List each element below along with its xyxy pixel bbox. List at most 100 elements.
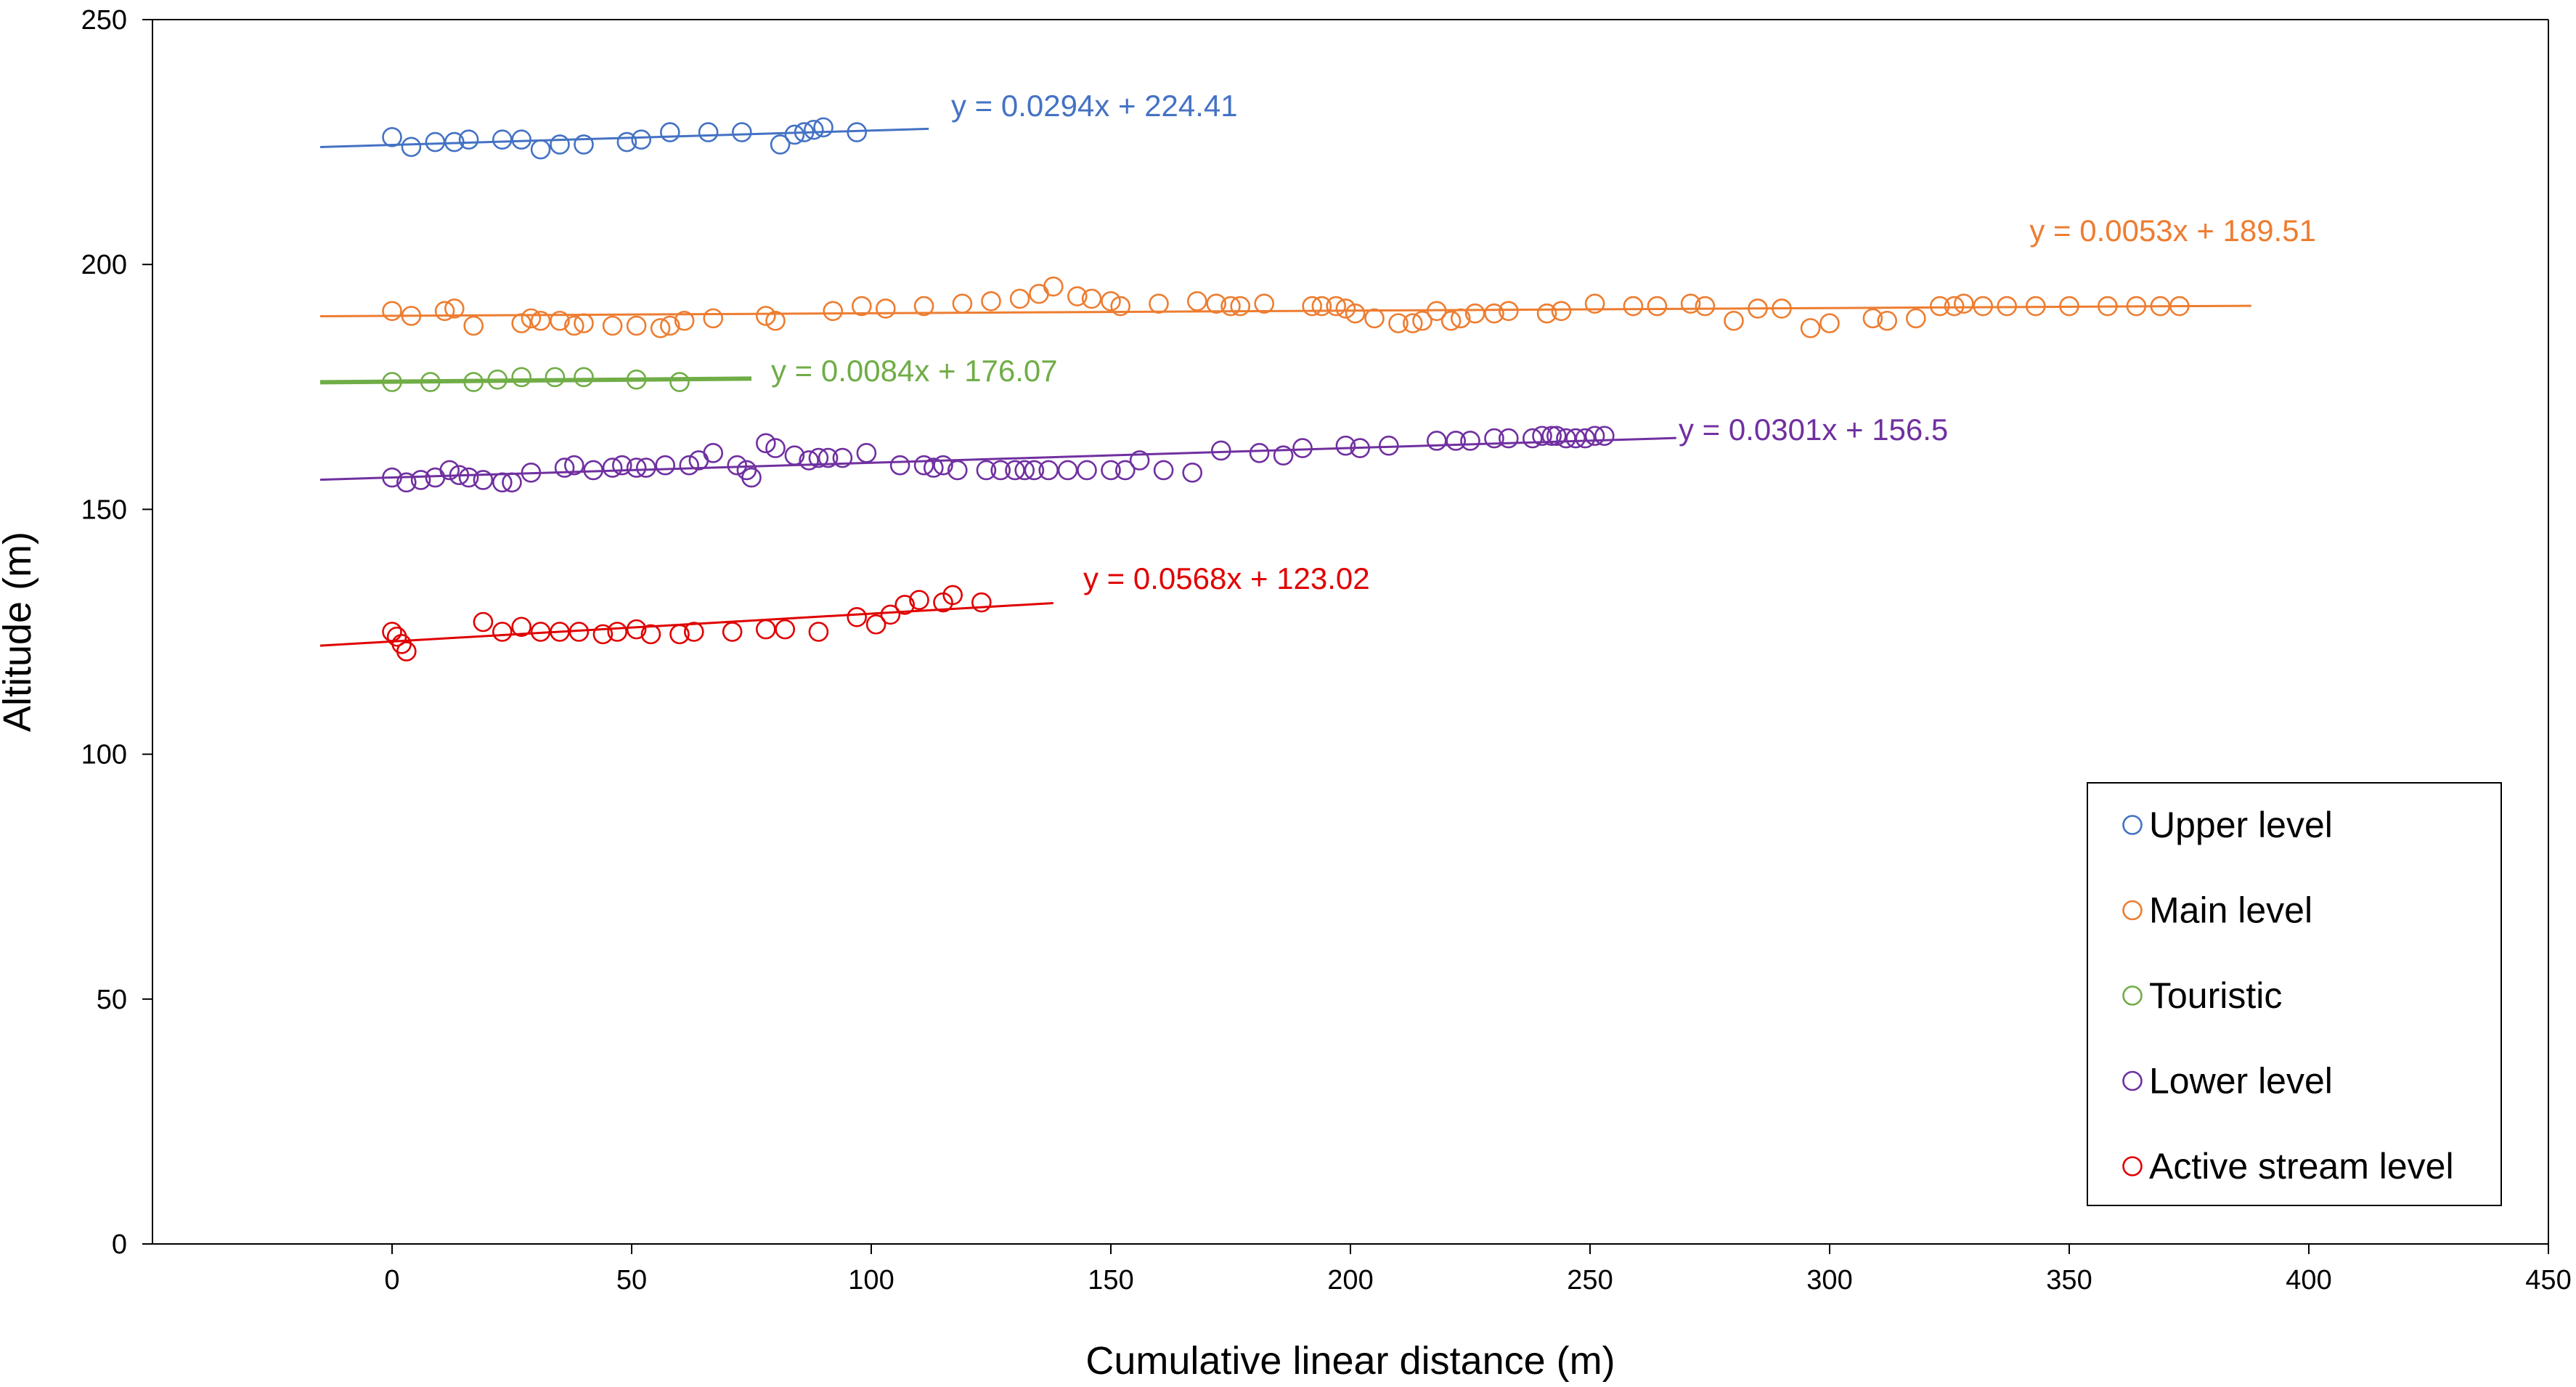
data-point xyxy=(401,306,422,326)
data-point xyxy=(1499,428,1519,449)
data-point xyxy=(473,470,494,490)
data-point xyxy=(473,611,494,633)
data-point xyxy=(1819,313,1840,333)
data-point xyxy=(913,296,934,317)
data-point xyxy=(511,367,532,388)
data-point xyxy=(1451,308,1471,329)
y-tick-label: 0 xyxy=(112,1229,127,1260)
data-point xyxy=(444,298,465,319)
x-tick-label: 400 xyxy=(2286,1265,2331,1296)
data-point xyxy=(492,129,513,150)
data-point xyxy=(550,310,570,331)
data-point xyxy=(679,455,700,476)
data-point xyxy=(401,137,422,158)
data-point xyxy=(1484,428,1504,449)
data-point xyxy=(1110,296,1130,317)
data-point xyxy=(722,622,743,642)
data-point xyxy=(1182,463,1202,483)
data-point xyxy=(1523,428,1543,449)
x-tick-label: 250 xyxy=(1567,1265,1613,1296)
data-point xyxy=(698,122,719,142)
data-point xyxy=(913,455,934,476)
data-point xyxy=(784,124,805,145)
data-point xyxy=(521,308,542,329)
data-point xyxy=(1292,438,1313,458)
trendline-lower-level xyxy=(319,436,1676,481)
data-point xyxy=(655,455,676,476)
data-point xyxy=(420,372,441,392)
data-point xyxy=(832,447,853,468)
data-point xyxy=(727,455,748,476)
data-point xyxy=(703,308,724,329)
data-point xyxy=(1403,313,1423,333)
legend-marker xyxy=(2122,1070,2143,1091)
data-point xyxy=(847,122,867,142)
data-point xyxy=(981,290,1001,312)
data-point xyxy=(1546,426,1567,447)
data-point xyxy=(1350,438,1370,458)
data-point xyxy=(626,369,647,390)
data-point xyxy=(382,301,402,322)
data-point xyxy=(2098,296,2118,317)
data-point xyxy=(2026,296,2046,317)
data-point xyxy=(1724,310,1744,331)
data-point xyxy=(1556,428,1576,449)
trendline-main-level xyxy=(319,304,2251,317)
data-point xyxy=(1541,426,1562,447)
data-point xyxy=(1029,283,1049,304)
data-point xyxy=(1345,303,1366,324)
data-point xyxy=(1748,298,1768,319)
data-point xyxy=(1427,431,1447,451)
data-point xyxy=(487,369,508,390)
data-point xyxy=(382,467,402,488)
data-point xyxy=(635,457,656,478)
data-point xyxy=(410,470,431,490)
data-point xyxy=(1129,450,1150,471)
data-point xyxy=(856,443,877,463)
data-point xyxy=(626,315,647,336)
data-point xyxy=(1594,426,1615,447)
data-point xyxy=(1206,293,1226,314)
data-point xyxy=(550,622,570,642)
data-point xyxy=(669,372,690,392)
data-point xyxy=(1014,460,1035,481)
data-point xyxy=(1532,426,1552,447)
data-point xyxy=(530,622,551,642)
data-point xyxy=(765,438,786,458)
data-point xyxy=(1335,298,1356,319)
data-point xyxy=(1906,308,1926,329)
legend-label: Touristic xyxy=(2149,975,2282,1016)
data-point xyxy=(583,460,604,481)
data-point xyxy=(1043,276,1064,297)
x-axis-title: Cumulative linear distance (m) xyxy=(1085,1339,1615,1383)
data-point xyxy=(2126,296,2147,317)
data-point xyxy=(602,315,623,336)
data-point xyxy=(1302,296,1322,317)
legend-marker xyxy=(2122,985,2143,1006)
data-point xyxy=(611,455,632,476)
data-point xyxy=(942,585,963,606)
data-point xyxy=(574,313,594,333)
data-point xyxy=(1230,296,1250,317)
data-point xyxy=(616,131,637,152)
data-point xyxy=(1005,460,1025,481)
data-point xyxy=(1440,310,1462,331)
data-point xyxy=(511,129,532,150)
data-point xyxy=(818,447,839,468)
data-point xyxy=(511,617,532,638)
y-axis-title: Altitude (m) xyxy=(0,532,39,732)
legend-label: Upper level xyxy=(2149,805,2333,845)
data-point xyxy=(568,622,590,642)
data-point xyxy=(756,433,776,454)
data-point xyxy=(703,443,724,463)
data-point xyxy=(1460,431,1480,451)
data-point xyxy=(1446,431,1466,451)
data-point xyxy=(1009,288,1030,309)
data-point xyxy=(458,129,479,150)
data-points xyxy=(382,117,2190,662)
data-point xyxy=(444,131,465,152)
data-point xyxy=(1680,293,1701,314)
data-point xyxy=(1273,445,1294,466)
y-tick-label: 250 xyxy=(81,5,127,36)
